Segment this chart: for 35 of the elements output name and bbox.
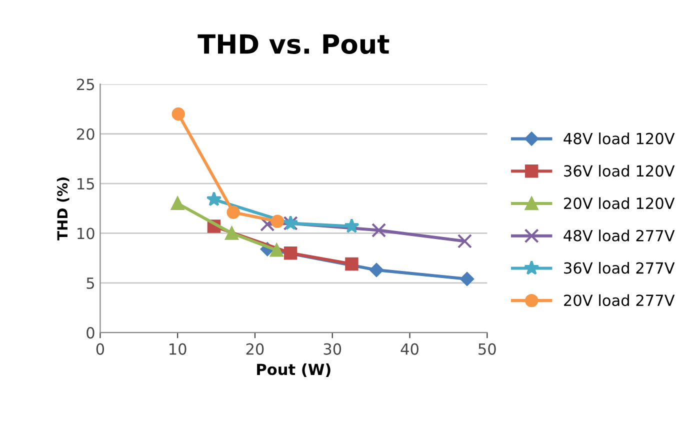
point (225, 226, 238, 240)
legend-label: 36V load 277V (564, 262, 675, 274)
point (270, 244, 284, 257)
legend-label: 48V load 277V (564, 230, 675, 242)
legend-label: 36V load 120V (564, 164, 675, 177)
x-tick-label: 50 (478, 343, 496, 355)
point (206, 191, 222, 206)
x-tick-label: 40 (400, 343, 418, 355)
x-tick-label: 30 (324, 343, 342, 355)
point (344, 218, 360, 233)
x-tick-label: 0 (96, 343, 104, 355)
x-axis-title: Pout (W) (257, 363, 330, 377)
point (270, 214, 284, 228)
point (457, 234, 472, 248)
y-tick-label: 15 (78, 178, 94, 190)
y-tick-label: 5 (86, 278, 94, 289)
chart-title: THD vs. Pout (198, 34, 390, 54)
point (226, 206, 240, 219)
legend-label: 20V load 277V (564, 294, 675, 306)
x-tick-label: 10 (170, 343, 186, 355)
x-tick-label: 20 (246, 343, 264, 355)
point (460, 272, 474, 286)
y-axis-title: THD (%) (56, 178, 70, 240)
y-tick-label: 0 (86, 327, 94, 339)
legend-label: 48V load 120V (564, 132, 675, 144)
legend-label: 20V load 120V (564, 197, 675, 210)
y-tick-label: 20 (77, 128, 94, 140)
point (172, 107, 185, 121)
y-tick-label: 10 (78, 228, 94, 240)
point (372, 222, 386, 238)
point (370, 263, 384, 277)
point (284, 246, 298, 260)
y-tick-label: 25 (77, 78, 94, 90)
point (345, 257, 358, 271)
point (170, 196, 184, 210)
